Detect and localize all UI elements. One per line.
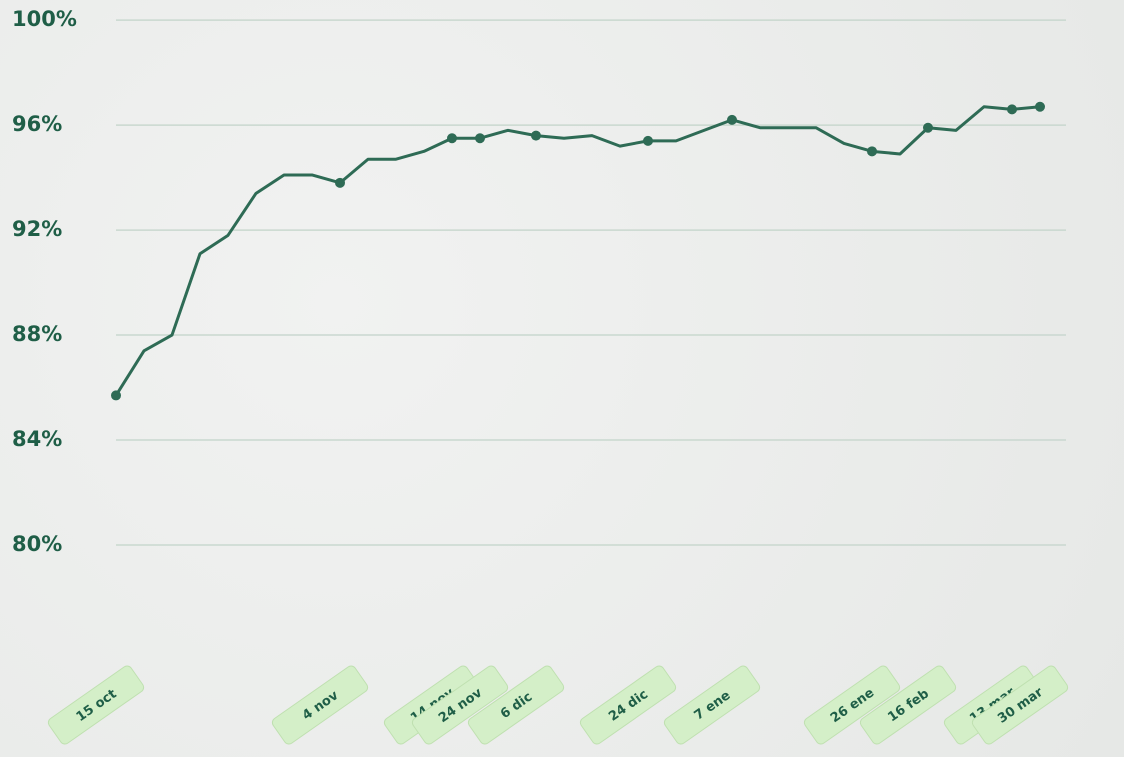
x-tick-badge: 24 dic [578, 664, 677, 746]
y-tick-label: 92% [12, 217, 62, 241]
point [643, 136, 653, 146]
y-tick-label: 80% [12, 532, 62, 556]
point [111, 390, 121, 400]
point [1007, 104, 1017, 114]
x-tick-badge: 7 ene [662, 664, 761, 746]
chart: 100%96%92%88%84%80%15 oct4 nov14 nov24 n… [0, 0, 1124, 757]
point [1035, 102, 1045, 112]
line [116, 107, 1040, 396]
y-tick-label: 96% [12, 112, 62, 136]
point [923, 123, 933, 133]
point [727, 115, 737, 125]
point [475, 133, 485, 143]
point [531, 131, 541, 141]
point [867, 146, 877, 156]
y-tick-label: 100% [12, 7, 77, 31]
y-tick-label: 84% [12, 427, 62, 451]
x-tick-badge: 15 oct [46, 664, 145, 746]
point [335, 178, 345, 188]
x-tick-badge: 4 nov [270, 664, 369, 746]
y-tick-label: 88% [12, 322, 62, 346]
point [447, 133, 457, 143]
